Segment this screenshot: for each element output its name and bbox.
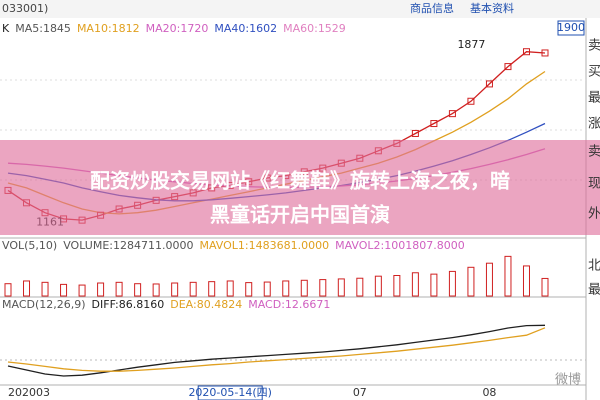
close-mark [522,48,530,56]
panel-label: MACD(12,26,9) [2,298,86,311]
volume-bar [485,262,493,297]
volume-bar [374,275,382,297]
panel-label: MACD:12.6671 [248,298,330,311]
panel-label: VOLUME:1284711.0000 [63,239,193,252]
volume-bar [171,282,179,297]
volume-bar [41,281,49,297]
side-label: 北 [588,259,600,274]
panel-label: K [2,22,10,35]
panel-label: MAVOL1:1483681.0000 [199,239,329,252]
panel-label: DEA:80.4824 [170,298,242,311]
volume-bar [300,279,308,297]
volume-bar [23,280,31,297]
x-tick-label: 2020-05-14(四) [188,386,272,399]
panel-label: MA20:1720 [146,22,209,35]
tab[interactable]: 基本资料 [470,1,514,15]
volume-bar [115,281,123,297]
volume-bar [263,281,271,297]
side-label: 最 [588,283,600,298]
banner [0,140,600,235]
volume-bar [134,283,142,297]
cursor-box [197,385,263,400]
price-box [557,20,585,36]
volume-bar [411,272,419,297]
panel-label: MAVOL2:1001807.8000 [335,239,465,252]
side-label: 外 [588,207,600,222]
price-box-text: 1900 [557,21,585,34]
volume-bar [78,284,86,297]
close-mark [448,110,456,118]
side-label: 买 [588,65,600,80]
tab[interactable]: 商品信息 [410,1,454,15]
volume-bar [189,281,197,297]
panel-label: MA60:1529 [283,22,346,35]
high-label: 1877 [457,38,485,51]
volume-bar [97,282,105,297]
volume-bar [541,277,549,297]
volume-bar [4,283,12,297]
series-line [7,327,546,372]
side-label: 最 [588,91,600,106]
volume-bar [208,281,216,297]
watermark: 微博 [555,373,581,388]
panel-label: DIFF:86.8160 [92,298,165,311]
close-mark [541,49,549,57]
panel-label: MA40:1602 [214,22,277,35]
volume-bar [337,278,345,297]
volume-bar [60,283,68,297]
volume-bar [356,277,364,297]
side-label: 卖 [588,145,600,160]
volume-bar [393,275,401,297]
volume-bar [522,265,530,297]
volume-bar [282,280,290,297]
banner-text: 配资炒股交易网站《红舞鞋》旋转上海之夜，暗 [90,169,510,193]
volume-bar [467,266,475,297]
banner-text: 黑童话开启中国首演 [210,203,390,227]
panel-label: MA5:1845 [15,22,71,35]
side-label: 现 [588,177,600,192]
close-mark [411,129,419,137]
side-label: 涨 [588,117,600,132]
close-mark [504,63,512,71]
x-tick-label: 202003 [8,386,50,399]
close-mark [430,120,438,128]
volume-bar [245,282,253,297]
volume-bar [226,280,234,297]
series-line [7,324,546,377]
volume-bar [430,273,438,297]
x-tick-label: 07 [353,386,367,399]
x-tick-label: 08 [482,386,496,399]
close-mark [467,97,475,105]
side-label: 卖 [588,39,600,54]
top-bar [0,0,600,18]
close-mark [485,80,493,88]
volume-bar [319,279,327,297]
code: 033001) [2,2,48,15]
volume-bar [448,270,456,297]
panel-label: MA10:1812 [77,22,140,35]
volume-bar [152,283,160,297]
volume-bar [504,255,512,297]
panel-label: VOL(5,10) [2,239,57,252]
